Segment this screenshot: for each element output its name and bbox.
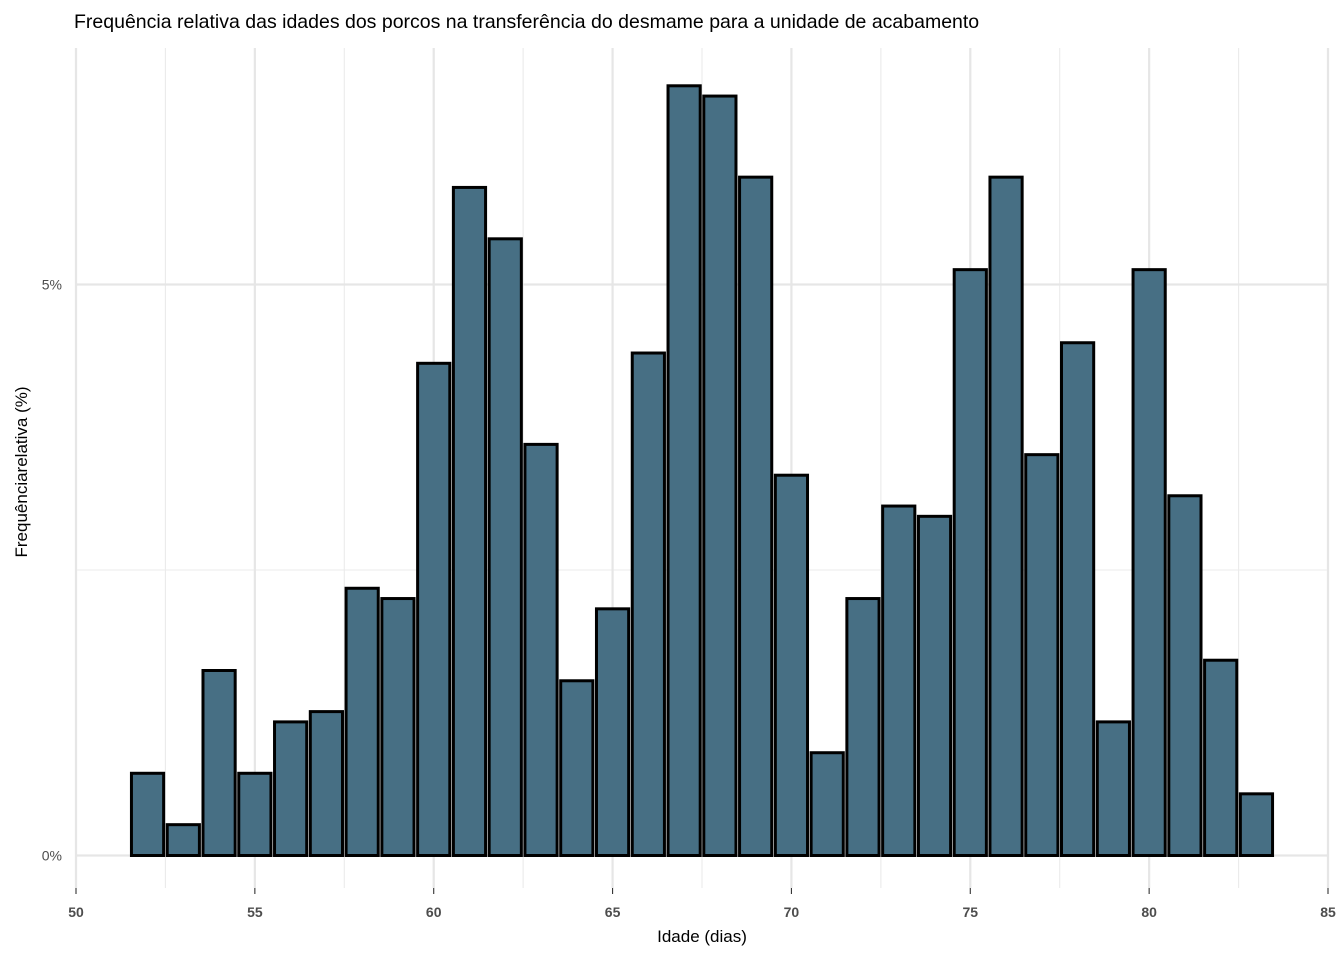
bar-72 [845,597,881,857]
bar-59 [380,597,416,857]
y-tick-label: 0% [42,848,62,864]
bar-74 [916,514,953,858]
bar-76 [988,175,1024,857]
bar-68 [702,94,738,857]
x-tick-label: 75 [962,904,978,920]
x-tick-label: 70 [784,904,800,920]
bar-58 [344,586,380,858]
x-tick-label: 85 [1320,904,1336,920]
bar-71 [809,751,845,857]
x-tick-label: 60 [426,904,442,920]
bar-82 [1203,658,1239,857]
bar-56 [273,720,309,858]
bar-80 [1131,268,1167,857]
bar-67 [666,84,702,858]
bar-65 [594,607,631,858]
y-axis-title: Frequênciarelativa (%) [12,386,31,557]
bar-77 [1024,453,1060,857]
x-tick-label: 80 [1141,904,1157,920]
bar-83 [1238,792,1275,858]
bar-79 [1095,720,1131,858]
bar-66 [630,351,666,857]
bar-53 [165,823,201,857]
bar-61 [451,185,488,857]
bar-63 [523,442,559,857]
bar-54 [201,669,237,857]
y-axis: 0% 5% [42,277,62,864]
bar-69 [738,175,774,857]
bar-81 [1167,494,1203,857]
bar-75 [952,268,988,857]
bar-55 [237,771,273,858]
bar-73 [881,504,917,857]
x-axis: 50 55 60 65 70 75 80 85 [68,888,1336,920]
bar-78 [1060,341,1096,857]
x-tick-label: 50 [68,904,84,920]
x-axis-title: Idade (dias) [657,927,747,946]
bar-62 [487,237,523,857]
bar-60 [416,361,452,857]
x-tick-label: 55 [247,904,263,920]
chart-title: Frequência relativa das idades dos porco… [74,11,979,33]
x-tick-label: 65 [605,904,621,920]
bar-64 [559,679,595,858]
y-tick-label: 5% [42,277,62,293]
bar-52 [129,771,166,858]
bar-57 [308,710,344,857]
bar-70 [773,473,810,857]
bars [129,84,1275,858]
